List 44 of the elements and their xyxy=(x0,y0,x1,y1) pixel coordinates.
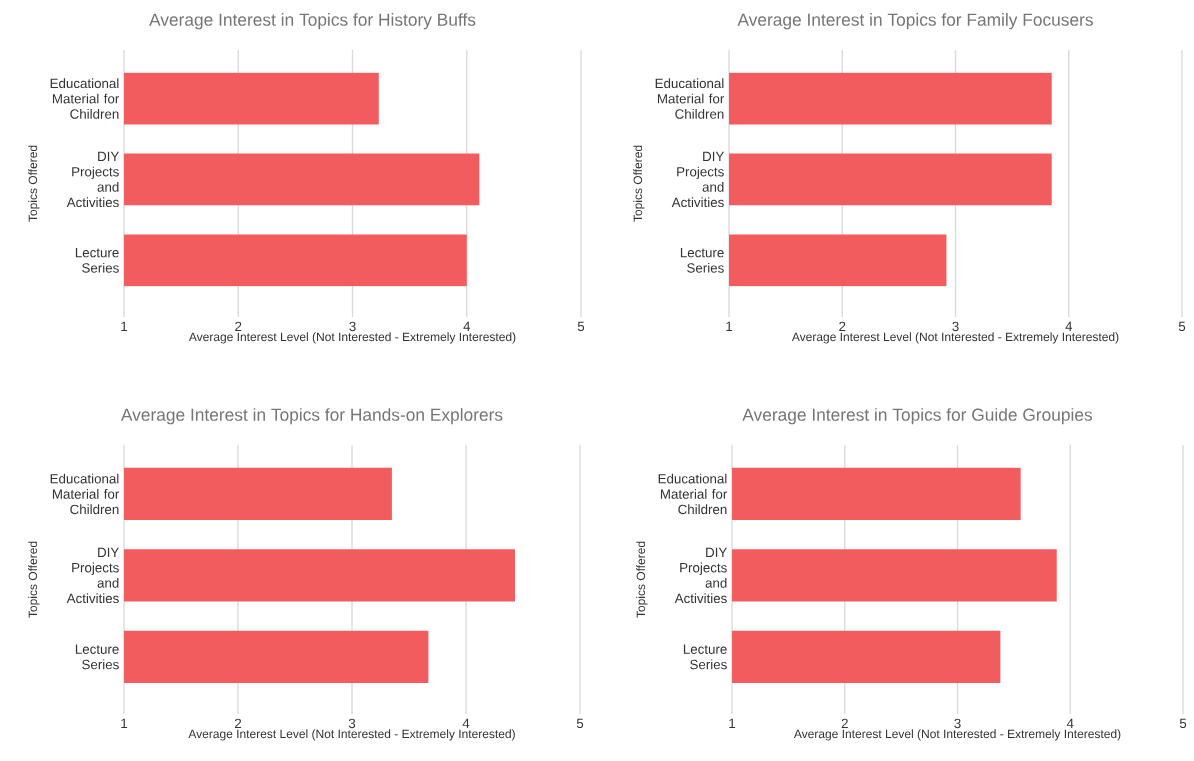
y-tick-label: Lecture Series xyxy=(680,248,724,273)
x-tick-label: 1 xyxy=(726,321,733,331)
y-tick-label: DIY Projects and Activities xyxy=(66,151,120,208)
y-tick-label: DIY Projects and Activities xyxy=(674,547,728,604)
x-tick-label: 2 xyxy=(841,718,848,729)
y-axis-title: Topics Offered xyxy=(28,145,40,222)
y-tick-label: Educational Material for Children xyxy=(50,473,120,515)
y-tick-label: DIY Projects and Activities xyxy=(671,151,725,208)
chart-title: Average Interest in Topics for Hands-on Explorers xyxy=(120,408,503,425)
y-tick-label: Lecture Series xyxy=(75,248,119,273)
x-axis-title: Average Interest Level (Not Interested - Extremely Interested) xyxy=(793,729,1121,741)
x-tick-label: 5 xyxy=(576,718,584,729)
x-tick-label: 4 xyxy=(1065,321,1073,331)
x-tick-label: 3 xyxy=(952,321,959,332)
x-tick-label: 3 xyxy=(349,321,356,332)
x-tick-label: 1 xyxy=(729,718,736,728)
chart-title: Average Interest in Topics for Family Focusers xyxy=(737,13,1093,30)
x-tick-label: 1 xyxy=(121,321,128,331)
y-axis-title: Topics Offered xyxy=(633,145,645,222)
y-axis-title: Topics Offered xyxy=(28,541,40,618)
x-tick-label: 5 xyxy=(1178,321,1186,332)
y-axis-title: Topics Offered xyxy=(636,541,648,618)
y-tick-label: Educational Material for Children xyxy=(658,473,728,515)
x-tick-label: 3 xyxy=(348,718,356,729)
y-tick-label: DIY Projects and Activities xyxy=(66,547,120,604)
x-tick-label: 3 xyxy=(954,718,961,729)
x-tick-label: 4 xyxy=(462,718,470,728)
chart-title: Average Interest in Topics for History Buffs xyxy=(149,13,476,30)
x-tick-label: 4 xyxy=(1066,718,1074,728)
x-axis-title: Average Interest Level (Not Interested - Extremely Interested) xyxy=(791,332,1119,344)
x-tick-label: 2 xyxy=(234,718,242,729)
x-axis-title: Average Interest Level (Not Interested - Extremely Interested) xyxy=(188,332,516,344)
x-tick-label: 2 xyxy=(235,321,242,332)
x-tick-label: 1 xyxy=(121,718,128,728)
x-tick-label: 2 xyxy=(839,321,846,332)
x-tick-label: 5 xyxy=(577,321,585,332)
y-tick-label: Educational Material for Children xyxy=(50,78,120,119)
y-tick-label: Lecture Series xyxy=(75,644,119,670)
x-tick-label: 4 xyxy=(463,321,471,331)
chart-title: Average Interest in Topics for Guide Groupies xyxy=(742,408,1093,425)
y-tick-label: Lecture Series xyxy=(683,644,727,670)
y-tick-label: Educational Material for Children xyxy=(655,78,725,119)
x-tick-label: 5 xyxy=(1179,718,1187,729)
x-axis-title: Average Interest Level (Not Interested - Extremely Interested) xyxy=(188,729,515,741)
